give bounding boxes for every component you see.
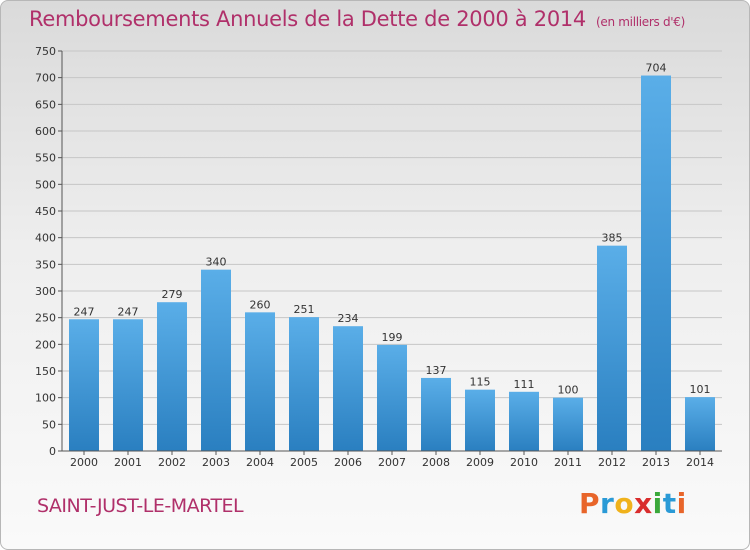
- x-axis: 2000 2001 2002 2003 2004 2005 2006 2007 2008 2009…: [62, 450, 722, 469]
- bar-value-label: 100: [558, 384, 579, 397]
- bar-value-label: 340: [206, 256, 227, 269]
- bar-value-label: 251: [294, 303, 315, 316]
- bar: [201, 269, 231, 451]
- y-axis: 0 50 100 150 200 250 300 350 400 450 500 550 600 650 7…: [35, 45, 63, 458]
- commune-name: SAINT-JUST-LE-MARTEL: [37, 495, 244, 517]
- x-tick-label: 2014: [686, 456, 714, 469]
- chart-title: Remboursements Annuels de la Dette de 20…: [29, 7, 685, 31]
- bar-value-label: 137: [426, 364, 447, 377]
- bar: [465, 389, 495, 451]
- bar-value-label: 234: [338, 312, 359, 325]
- x-tick-label: 2004: [246, 456, 274, 469]
- bar-value-label: 247: [118, 305, 139, 318]
- logo-letter: r: [600, 487, 615, 520]
- bar: [377, 344, 407, 451]
- bar: [553, 397, 583, 451]
- bar-value-label: 115: [470, 376, 491, 389]
- y-tick-label: 350: [35, 258, 56, 271]
- y-tick-label: 300: [35, 285, 56, 298]
- bar-value-label: 385: [602, 232, 623, 245]
- y-tick-label: 50: [42, 418, 56, 431]
- y-tick-label: 500: [35, 178, 56, 191]
- bar: [333, 326, 363, 451]
- x-tick-label: 2002: [158, 456, 186, 469]
- x-tick-label: 2005: [290, 456, 318, 469]
- x-tick-label: 2013: [642, 456, 670, 469]
- y-tick-label: 100: [35, 392, 56, 405]
- chart-title-text: Remboursements Annuels de la Dette de 20…: [29, 7, 586, 31]
- bar: [289, 317, 319, 451]
- chart-subtitle: (en milliers d'€): [596, 15, 686, 29]
- x-tick-label: 2012: [598, 456, 626, 469]
- x-tick-label: 2011: [554, 456, 582, 469]
- proxiti-logo: Proxiti: [579, 487, 687, 520]
- bar: [69, 319, 99, 451]
- bar-value-label: 260: [250, 298, 271, 311]
- y-tick-label: 750: [35, 45, 56, 58]
- logo-letter: i: [676, 487, 687, 520]
- y-tick-label: 550: [35, 152, 56, 165]
- bar: [113, 319, 143, 451]
- bar: [685, 397, 715, 451]
- x-tick-label: 2010: [510, 456, 538, 469]
- x-tick-label: 2000: [70, 456, 98, 469]
- bar-value-label: 247: [74, 305, 95, 318]
- y-tick-label: 250: [35, 312, 56, 325]
- x-tick-label: 2006: [334, 456, 362, 469]
- logo-letter: o: [614, 487, 635, 520]
- logo-letter: i: [652, 487, 663, 520]
- logo-letter: x: [634, 487, 653, 520]
- bar: [597, 245, 627, 451]
- y-tick-label: 400: [35, 232, 56, 245]
- bar: [245, 312, 275, 451]
- x-tick-label: 2001: [114, 456, 142, 469]
- bar: [641, 75, 671, 452]
- bar-value-label: 111: [514, 378, 535, 391]
- y-tick-label: 200: [35, 338, 56, 351]
- logo-letter: t: [662, 487, 677, 520]
- y-tick-label: 700: [35, 72, 56, 85]
- bars: 247 247 279 340 260 251 234 199 137 115 111 100 385 7…: [69, 62, 715, 452]
- bar-value-label: 704: [646, 62, 667, 75]
- x-tick-label: 2007: [378, 456, 406, 469]
- bar-value-label: 101: [690, 383, 711, 396]
- bar: [421, 377, 451, 451]
- x-tick-label: 2008: [422, 456, 450, 469]
- y-tick-label: 450: [35, 205, 56, 218]
- x-tick-label: 2009: [466, 456, 494, 469]
- y-tick-label: 0: [49, 445, 56, 458]
- bar-value-label: 199: [382, 331, 403, 344]
- y-tick-label: 650: [35, 98, 56, 111]
- bar-value-label: 279: [162, 288, 183, 301]
- bar: [509, 391, 539, 451]
- y-tick-label: 150: [35, 365, 56, 378]
- bar: [157, 302, 187, 451]
- logo-letter: P: [579, 487, 601, 520]
- x-tick-label: 2003: [202, 456, 230, 469]
- y-tick-label: 600: [35, 125, 56, 138]
